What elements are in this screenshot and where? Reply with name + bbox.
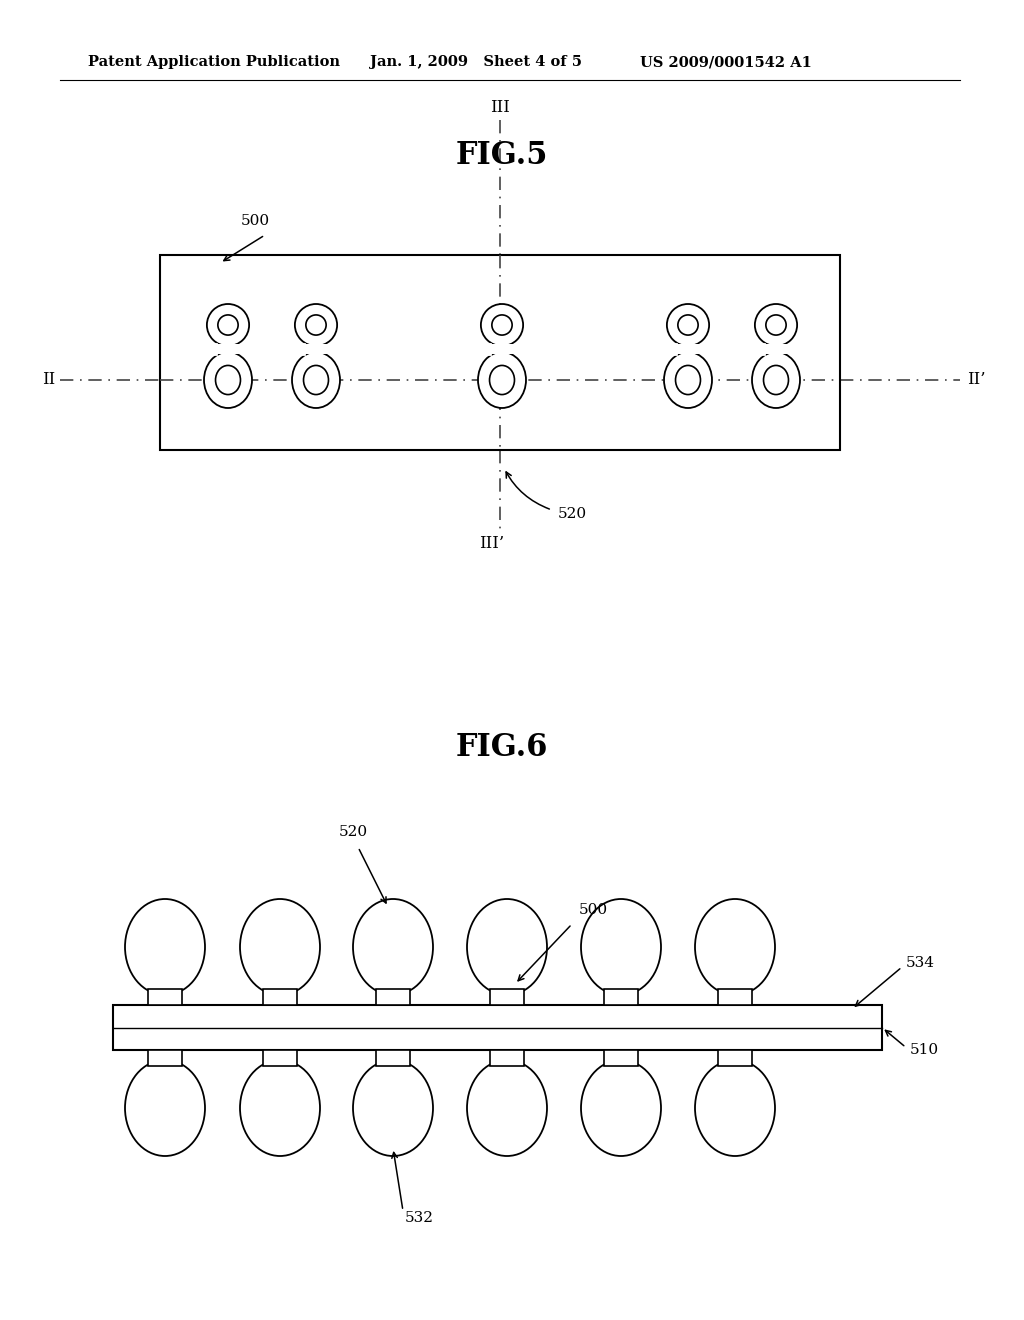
Bar bbox=[148, 989, 182, 1005]
Ellipse shape bbox=[581, 899, 662, 995]
Text: FIG.6: FIG.6 bbox=[456, 733, 548, 763]
Bar bbox=[764, 345, 788, 354]
Ellipse shape bbox=[353, 899, 433, 995]
Bar bbox=[376, 989, 410, 1005]
Text: III’: III’ bbox=[479, 535, 505, 552]
Text: III: III bbox=[490, 99, 510, 116]
Ellipse shape bbox=[752, 352, 800, 408]
Ellipse shape bbox=[240, 1060, 319, 1156]
Text: 520: 520 bbox=[339, 825, 368, 840]
Ellipse shape bbox=[695, 899, 775, 995]
Ellipse shape bbox=[306, 315, 326, 335]
Ellipse shape bbox=[218, 315, 239, 335]
Ellipse shape bbox=[467, 899, 547, 995]
Ellipse shape bbox=[467, 1060, 547, 1156]
Text: 500: 500 bbox=[579, 903, 608, 917]
Bar bbox=[304, 345, 328, 354]
Ellipse shape bbox=[755, 304, 797, 346]
Text: 532: 532 bbox=[406, 1210, 434, 1225]
Text: II: II bbox=[42, 371, 55, 388]
Bar bbox=[718, 989, 752, 1005]
Text: US 2009/0001542 A1: US 2009/0001542 A1 bbox=[640, 55, 812, 69]
Ellipse shape bbox=[664, 352, 712, 408]
Bar bbox=[490, 989, 524, 1005]
Ellipse shape bbox=[303, 366, 329, 395]
Bar bbox=[263, 1049, 297, 1067]
Text: Jan. 1, 2009   Sheet 4 of 5: Jan. 1, 2009 Sheet 4 of 5 bbox=[370, 55, 582, 69]
Ellipse shape bbox=[695, 1060, 775, 1156]
Text: II’: II’ bbox=[967, 371, 986, 388]
Bar bbox=[113, 1005, 882, 1049]
Ellipse shape bbox=[204, 352, 252, 408]
Ellipse shape bbox=[292, 352, 340, 408]
Ellipse shape bbox=[125, 1060, 205, 1156]
Bar bbox=[263, 989, 297, 1005]
Bar bbox=[148, 1049, 182, 1067]
Ellipse shape bbox=[125, 899, 205, 995]
Bar bbox=[676, 345, 700, 354]
Bar bbox=[604, 1049, 638, 1067]
Ellipse shape bbox=[764, 366, 788, 395]
Text: 534: 534 bbox=[906, 956, 935, 970]
Bar bbox=[604, 989, 638, 1005]
Bar bbox=[160, 255, 840, 450]
Ellipse shape bbox=[481, 304, 523, 346]
Ellipse shape bbox=[676, 366, 700, 395]
Bar bbox=[490, 1049, 524, 1067]
Ellipse shape bbox=[667, 304, 709, 346]
Ellipse shape bbox=[295, 304, 337, 346]
Bar bbox=[376, 1049, 410, 1067]
Ellipse shape bbox=[240, 899, 319, 995]
Ellipse shape bbox=[353, 1060, 433, 1156]
Ellipse shape bbox=[581, 1060, 662, 1156]
Text: Patent Application Publication: Patent Application Publication bbox=[88, 55, 340, 69]
Bar bbox=[490, 345, 514, 354]
Ellipse shape bbox=[215, 366, 241, 395]
Text: 520: 520 bbox=[558, 507, 587, 521]
Text: 500: 500 bbox=[241, 214, 269, 228]
Ellipse shape bbox=[678, 315, 698, 335]
Ellipse shape bbox=[489, 366, 514, 395]
Ellipse shape bbox=[492, 315, 512, 335]
Ellipse shape bbox=[766, 315, 786, 335]
Text: 510: 510 bbox=[910, 1043, 939, 1056]
Text: FIG.5: FIG.5 bbox=[456, 140, 548, 170]
Bar bbox=[718, 1049, 752, 1067]
Ellipse shape bbox=[207, 304, 249, 346]
Ellipse shape bbox=[478, 352, 526, 408]
Bar bbox=[216, 345, 240, 354]
